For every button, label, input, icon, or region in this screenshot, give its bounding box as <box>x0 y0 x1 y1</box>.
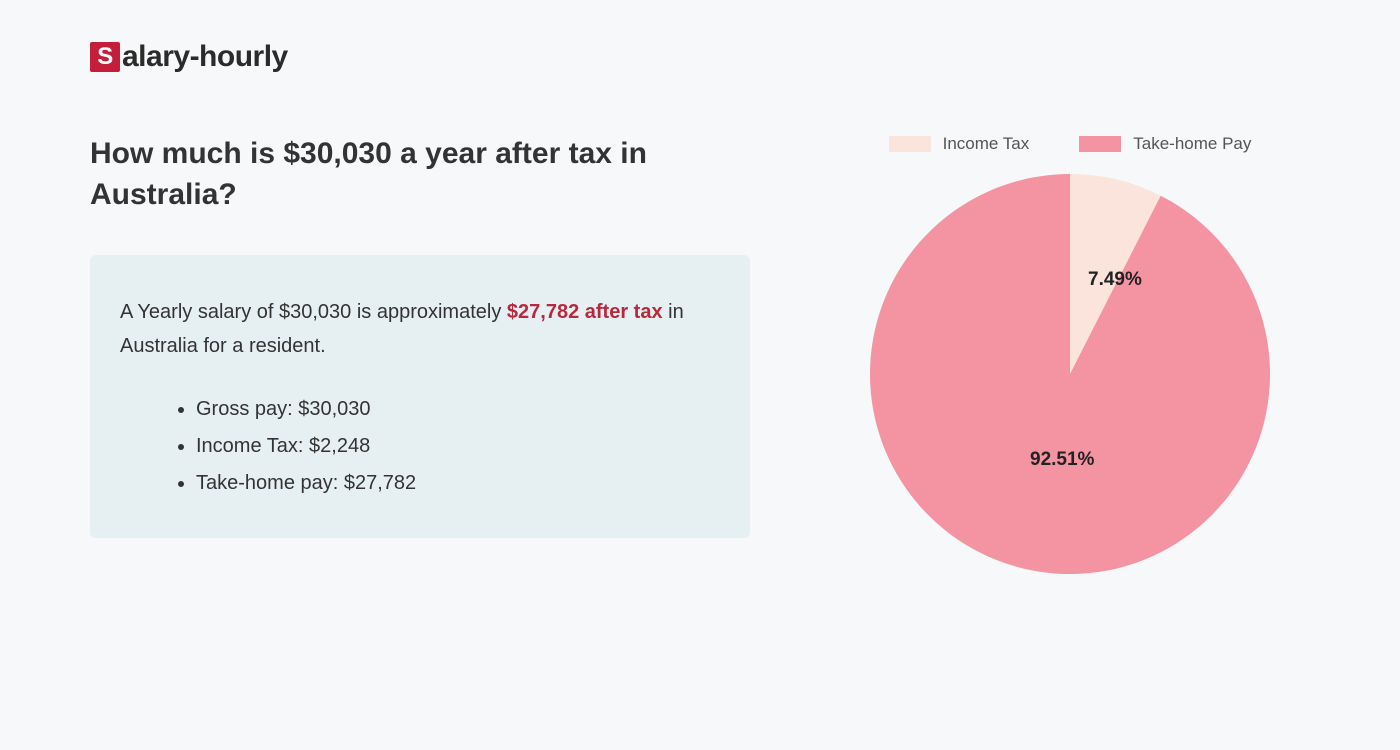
chart-column: Income Tax Take-home Pay 7.49% 92.51% <box>830 134 1310 574</box>
site-logo: Salary-hourly <box>90 40 1310 74</box>
main-content: How much is $30,030 a year after tax in … <box>90 134 1310 574</box>
list-item: Take-home pay: $27,782 <box>196 465 720 502</box>
pie-chart: 7.49% 92.51% <box>870 174 1270 574</box>
legend-swatch-tax <box>889 136 931 152</box>
legend-item-tax: Income Tax <box>889 134 1030 154</box>
list-item: Income Tax: $2,248 <box>196 428 720 465</box>
pie-label-tax: 7.49% <box>1088 269 1142 291</box>
logo-initial: S <box>90 42 120 72</box>
pie-label-takehome: 92.51% <box>1030 449 1094 471</box>
pie-svg <box>870 174 1270 574</box>
summary-list: Gross pay: $30,030 Income Tax: $2,248 Ta… <box>120 391 720 502</box>
legend-swatch-takehome <box>1079 136 1121 152</box>
text-column: How much is $30,030 a year after tax in … <box>90 134 750 538</box>
legend-label-tax: Income Tax <box>943 134 1030 154</box>
legend-item-takehome: Take-home Pay <box>1079 134 1251 154</box>
logo-text: alary-hourly <box>122 40 288 74</box>
list-item: Gross pay: $30,030 <box>196 391 720 428</box>
summary-pre: A Yearly salary of $30,030 is approximat… <box>120 301 507 323</box>
chart-legend: Income Tax Take-home Pay <box>830 134 1310 154</box>
summary-box: A Yearly salary of $30,030 is approximat… <box>90 255 750 538</box>
page-title: How much is $30,030 a year after tax in … <box>90 134 750 215</box>
summary-highlight: $27,782 after tax <box>507 301 663 323</box>
summary-text: A Yearly salary of $30,030 is approximat… <box>120 295 720 363</box>
legend-label-takehome: Take-home Pay <box>1133 134 1251 154</box>
